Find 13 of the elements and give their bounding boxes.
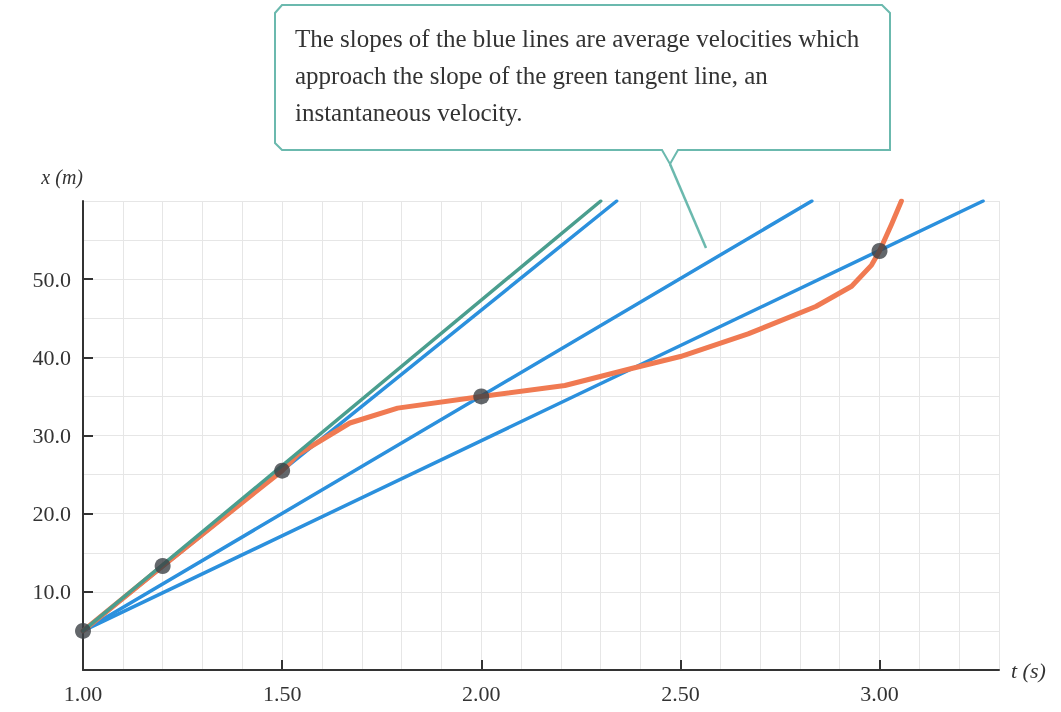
x-tick-label: 1.50 [262, 680, 302, 706]
y-tick-label: 20.0 [32, 501, 71, 527]
y-tick-label: 40.0 [32, 344, 71, 370]
x-axis-title: t (s) [1011, 657, 1046, 683]
y-tick-label: 30.0 [32, 423, 71, 448]
y-axis-title: x (m) [40, 166, 84, 189]
x-tick-label: 3.00 [860, 680, 899, 706]
y-tick-label: 50.0 [32, 266, 71, 292]
x-tick-label: 1.00 [63, 680, 103, 706]
text: The slopes of the blue lines are average velocities which approach the slope of the green tangent line, an instantaneous velocity. [295, 24, 861, 128]
x-tick-label: 2.50 [661, 680, 700, 706]
y-tick-label: 10.0 [32, 579, 71, 605]
x-tick-label: 2.00 [462, 680, 501, 706]
